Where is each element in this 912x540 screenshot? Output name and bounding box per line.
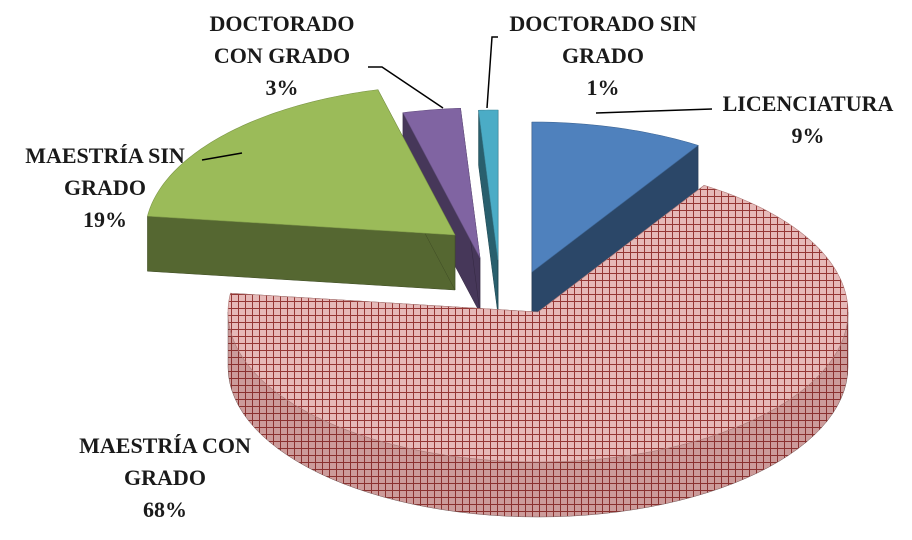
label-name: DOCTORADO CON GRADO: [209, 11, 355, 68]
leader-line: [201, 152, 243, 161]
label-value: 68%: [143, 497, 187, 522]
label-name: MAESTRÍA CON GRADO: [79, 433, 251, 490]
data-label: MAESTRÍA CON GRADO 68%: [65, 430, 265, 526]
slice: [227, 184, 849, 518]
leader-line: [486, 36, 498, 109]
leader-line: [368, 66, 444, 109]
slice-top: [531, 121, 699, 273]
label-name: LICENCIATURA: [722, 91, 894, 116]
label-value: 9%: [791, 123, 825, 148]
label-value: 3%: [265, 75, 299, 100]
data-label: DOCTORADO CON GRADO 3%: [197, 8, 367, 104]
data-label: DOCTORADO SIN GRADO 1%: [483, 8, 723, 104]
slice-top: [402, 107, 481, 259]
label-value: 19%: [83, 207, 127, 232]
slice-side-shade: [228, 312, 848, 517]
label-name: MAESTRÍA SIN GRADO: [25, 143, 185, 200]
label-value: 1%: [586, 75, 620, 100]
data-label: LICENCIATURA 9%: [698, 88, 912, 152]
leader-line: [595, 108, 713, 114]
data-label: MAESTRÍA SIN GRADO 19%: [5, 140, 205, 236]
slice-top: [227, 185, 849, 463]
slice-top: [147, 89, 456, 236]
slice: [531, 121, 699, 328]
slice-top: [478, 109, 499, 261]
slice: [147, 89, 456, 291]
label-name: DOCTORADO SIN GRADO: [509, 11, 697, 68]
slice: [478, 109, 499, 316]
